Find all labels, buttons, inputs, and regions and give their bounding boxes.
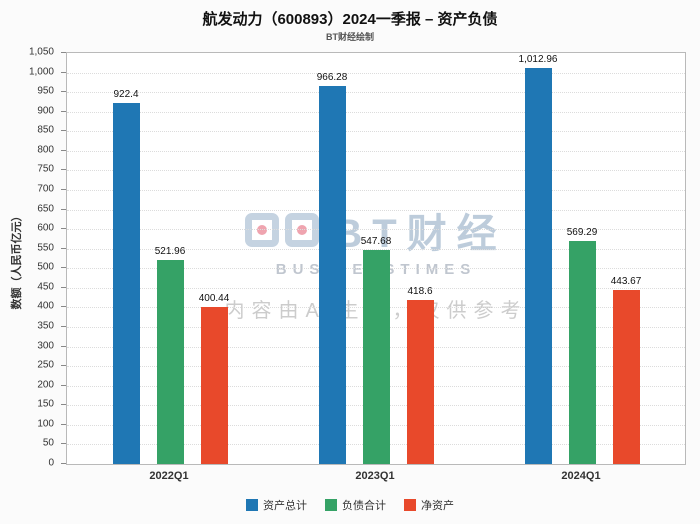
y-tick-mark (61, 189, 66, 190)
y-tick-label: 250 (37, 359, 54, 371)
x-tick-label: 2022Q1 (149, 470, 189, 482)
y-tick-label: 850 (37, 124, 54, 136)
y-tick-label: 950 (37, 85, 54, 97)
legend-label: 净资产 (421, 500, 454, 512)
gridline (67, 170, 685, 172)
bar-value-label: 569.29 (566, 227, 598, 239)
y-tick-mark (61, 365, 66, 367)
y-tick-label: 300 (37, 340, 54, 352)
chart-legend: 资产总计 负债合计 净资产 (0, 497, 700, 513)
gridline (67, 72, 685, 74)
gridline (67, 229, 685, 231)
bar-净资产-2024Q1 (612, 290, 640, 464)
y-tick-mark (61, 306, 66, 308)
y-tick-mark (61, 52, 66, 53)
y-tick-mark (61, 384, 66, 386)
y-tick-mark (61, 228, 66, 230)
y-tick-label: 350 (37, 320, 54, 332)
bar-value-label: 922.4 (113, 88, 139, 100)
bar-value-label: 966.28 (316, 71, 348, 83)
bar-value-label: 547.68 (360, 235, 392, 247)
gridline (67, 111, 685, 113)
bar-负债合计-2024Q1 (568, 241, 596, 464)
y-tick-label: 100 (37, 418, 54, 430)
bar-资产总计-2022Q1 (112, 102, 140, 464)
bar-value-label: 521.96 (154, 245, 186, 257)
bar-value-label: 400.44 (198, 293, 230, 305)
y-tick-mark (61, 286, 66, 288)
y-tick-mark (61, 326, 66, 327)
y-tick-mark (61, 169, 66, 171)
x-tick-label: 2023Q1 (355, 470, 395, 482)
bar-净资产-2023Q1 (406, 300, 434, 464)
chart-subtitle: BT财经绘制 (326, 32, 374, 42)
chart-title: 航发动力（600893）2024一季报 – 资产负债 (202, 11, 498, 28)
y-axis-labels: 0 50 100 150 200 250 300 350 400 450 500 550 600 650 7… (16, 47, 60, 469)
y-tick-label: 800 (37, 144, 54, 156)
gridline (67, 131, 685, 133)
y-tick-mark (61, 247, 66, 249)
y-tick-mark (61, 91, 66, 93)
bar-负债合计-2022Q1 (156, 259, 184, 464)
bar-value-label: 1,012.96 (518, 53, 558, 65)
legend-swatch (246, 499, 258, 511)
y-tick-label: 500 (37, 261, 54, 273)
y-tick-label: 600 (37, 222, 54, 234)
y-tick-label: 550 (37, 242, 54, 254)
gridline (67, 92, 685, 94)
y-axis-ticks (61, 52, 66, 465)
bar-负债合计-2023Q1 (362, 249, 390, 464)
gridline (67, 150, 685, 152)
y-tick-label: 200 (37, 379, 54, 391)
y-tick-mark (61, 208, 66, 210)
y-tick-mark (61, 110, 66, 112)
x-axis-labels: 2022Q1 2023Q1 2024Q1 (66, 470, 686, 486)
x-tick-label: 2024Q1 (561, 470, 601, 482)
y-tick-label: 0 (48, 457, 54, 469)
plot-area: BT财经 BUSINESSTIMES 内容由AI生成，仅供参考 922.4521… (66, 52, 686, 465)
y-tick-label: 1,000 (28, 66, 54, 78)
y-tick-label: 400 (37, 300, 54, 312)
y-tick-mark (61, 463, 66, 464)
y-tick-label: 50 (42, 437, 54, 449)
bar-资产总计-2024Q1 (524, 67, 552, 464)
y-tick-label: 900 (37, 105, 54, 117)
y-tick-mark (61, 267, 66, 269)
bar-资产总计-2023Q1 (318, 85, 346, 464)
bar-value-label: 418.6 (407, 286, 433, 298)
y-tick-mark (61, 130, 66, 132)
y-tick-mark (61, 404, 66, 406)
y-tick-label: 650 (37, 203, 54, 215)
y-tick-mark (61, 345, 66, 347)
gridline (67, 248, 685, 250)
legend-item-净资产[interactable]: 净资产 (404, 497, 454, 513)
legend-item-负债合计[interactable]: 负债合计 (325, 497, 386, 513)
gridline (67, 190, 685, 191)
y-tick-label: 700 (37, 183, 54, 195)
bar-净资产-2022Q1 (200, 307, 228, 464)
legend-item-资产总计[interactable]: 资产总计 (246, 497, 307, 513)
gridline (67, 209, 685, 211)
y-tick-mark (61, 71, 66, 73)
y-tick-label: 750 (37, 163, 54, 175)
legend-swatch (404, 499, 416, 511)
legend-label: 资产总计 (263, 500, 307, 512)
y-tick-mark (61, 443, 66, 445)
legend-swatch (325, 499, 337, 511)
y-tick-mark (61, 149, 66, 151)
bar-value-label: 443.67 (610, 276, 642, 288)
y-tick-label: 150 (37, 398, 54, 410)
y-tick-label: 1,050 (28, 46, 54, 58)
y-tick-mark (61, 423, 66, 425)
y-tick-label: 450 (37, 281, 54, 293)
legend-label: 负债合计 (342, 500, 386, 512)
